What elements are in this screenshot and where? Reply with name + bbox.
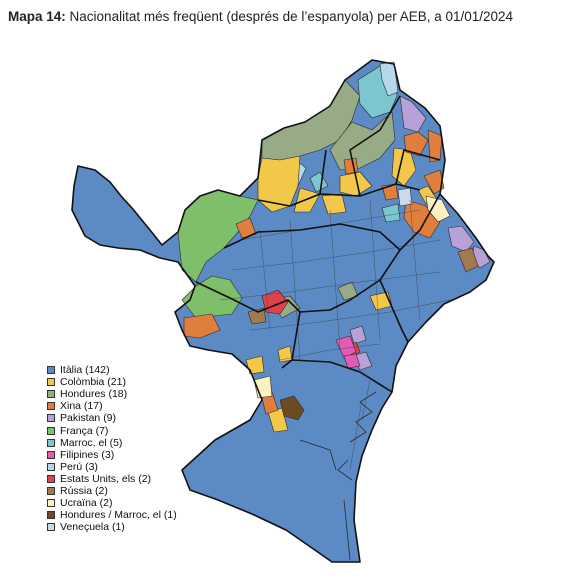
legend-label: Veneçuela (1) bbox=[60, 521, 125, 534]
region-russia-1 bbox=[457, 247, 479, 273]
legend-item: Veneçuela (1) bbox=[47, 521, 177, 533]
region-filipines-1 bbox=[335, 335, 357, 359]
legend-item: Itàlia (142) bbox=[47, 364, 177, 376]
legend-label: Marroc, el (5) bbox=[60, 436, 123, 449]
legend-swatch bbox=[47, 426, 55, 435]
map-legend: Itàlia (142) Colòmbia (21) Hondures (18) Xi… bbox=[47, 364, 177, 533]
map-title-prefix: Mapa 14: bbox=[8, 9, 66, 24]
legend-label: Hondures (18) bbox=[60, 388, 128, 401]
legend-swatch bbox=[47, 462, 55, 471]
legend-item: Filipines (3) bbox=[47, 449, 177, 461]
legend-item: Estats Units, els (2) bbox=[47, 473, 177, 485]
legend-item: França (7) bbox=[47, 424, 177, 437]
legend-label: Hondures / Marroc, el (1) bbox=[60, 509, 177, 522]
legend-label: Estats Units, els (2) bbox=[60, 472, 152, 485]
legend-item: Rússia (2) bbox=[47, 485, 177, 497]
region-marroc-2 bbox=[309, 171, 329, 193]
region-xina-9 bbox=[343, 157, 359, 175]
legend-label: Filipines (3) bbox=[60, 448, 115, 461]
region-xina-1 bbox=[403, 131, 429, 157]
legend-swatch bbox=[47, 366, 55, 375]
legend-swatch bbox=[47, 390, 55, 399]
legend-swatch bbox=[47, 474, 55, 483]
legend-label: Colòmbia (21) bbox=[60, 376, 126, 389]
region-colombia-3 bbox=[339, 171, 373, 197]
legend-item: Xina (17) bbox=[47, 400, 177, 412]
region-hondures-marroc-1 bbox=[279, 395, 305, 421]
legend-label: Ucraïna (2) bbox=[60, 497, 113, 510]
region-venecuela-1 bbox=[397, 187, 413, 207]
legend-item: Pakistan (9) bbox=[47, 412, 177, 424]
region-russia-2 bbox=[247, 307, 267, 325]
legend-label: Xina (17) bbox=[60, 400, 103, 413]
region-pakistan-4 bbox=[349, 325, 367, 345]
legend-swatch bbox=[47, 450, 55, 459]
region-xina-4 bbox=[423, 169, 445, 195]
region-peru-1 bbox=[379, 61, 399, 97]
legend-item: Marroc, el (5) bbox=[47, 437, 177, 449]
legend-label: França (7) bbox=[60, 424, 109, 437]
legend-item: Perú (3) bbox=[47, 461, 177, 473]
legend-swatch bbox=[47, 414, 55, 423]
legend-label: Rússia (2) bbox=[60, 484, 108, 497]
region-pakistan-2 bbox=[447, 225, 475, 253]
legend-label: Perú (3) bbox=[60, 460, 98, 473]
legend-item: Ucraïna (2) bbox=[47, 497, 177, 509]
legend-swatch bbox=[47, 486, 55, 495]
legend-swatch bbox=[47, 438, 55, 447]
legend-swatch bbox=[47, 511, 55, 520]
region-ucraina-1 bbox=[425, 195, 451, 223]
legend-swatch bbox=[47, 378, 55, 387]
legend-item: Hondures (18) bbox=[47, 388, 177, 400]
legend-swatch bbox=[47, 402, 55, 411]
region-pakistan-1 bbox=[399, 95, 427, 133]
map-title-text: Nacionalitat més freqüent (després de l’… bbox=[69, 9, 514, 24]
legend-swatch bbox=[47, 499, 55, 508]
region-xina-3 bbox=[403, 199, 441, 239]
region-xina-6 bbox=[235, 217, 257, 239]
legend-item: Hondures / Marroc, el (1) bbox=[47, 509, 177, 521]
legend-label: Itàlia (142) bbox=[60, 364, 110, 377]
legend-item: Colòmbia (21) bbox=[47, 376, 177, 388]
region-marroc-3 bbox=[381, 203, 401, 223]
legend-swatch bbox=[47, 523, 55, 532]
legend-label: Pakistan (9) bbox=[60, 412, 117, 425]
map-title: Mapa 14: Nacionalitat més freqüent (desp… bbox=[8, 9, 513, 24]
region-filipines-2 bbox=[343, 353, 361, 369]
